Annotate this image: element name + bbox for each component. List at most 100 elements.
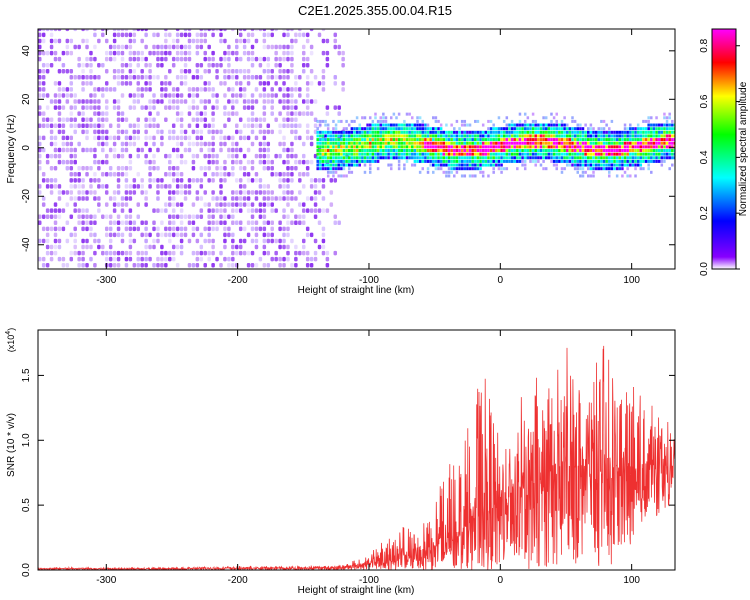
spectrogram-cell xyxy=(668,149,671,152)
spectrogram-cell xyxy=(223,232,227,238)
spectrogram-cell xyxy=(460,138,464,142)
spectrogram-cell xyxy=(156,165,160,171)
spectrogram-cell xyxy=(195,117,200,122)
spectrogram-cell xyxy=(199,44,204,50)
spectrogram-cell xyxy=(69,111,74,116)
snr-x-tick-label: 0 xyxy=(498,575,504,586)
spectrogram-cell xyxy=(460,141,464,145)
spectrogram-cell xyxy=(495,159,498,163)
spectrogram-cell xyxy=(324,156,327,160)
spectrogram-cell xyxy=(101,184,105,189)
spectrogram-cell xyxy=(531,145,535,149)
spectrogram-cell xyxy=(301,62,306,68)
spectrogram-cell xyxy=(510,123,514,127)
spectrogram-cell xyxy=(136,153,141,159)
spectrogram-cell xyxy=(325,38,330,44)
spectrogram-cell xyxy=(144,117,148,122)
spectrogram-cell xyxy=(89,244,93,250)
spectrogram-cell xyxy=(337,138,340,142)
spectrogram-cell xyxy=(374,134,377,138)
spectrogram-y-tick-label: 0 xyxy=(21,145,32,151)
spectrogram-cell xyxy=(101,244,105,250)
spectrogram-cell xyxy=(290,87,294,92)
spectrogram-cell xyxy=(355,159,359,163)
spectrogram-cell xyxy=(286,165,290,171)
spectrogram-cell xyxy=(552,156,556,160)
spectrogram-cell xyxy=(294,123,298,129)
spectrogram-cell xyxy=(587,141,590,145)
spectrogram-cell xyxy=(179,250,184,256)
spectrogram-cell xyxy=(445,141,448,145)
spectrogram-cell xyxy=(337,105,341,110)
spectrogram-cell xyxy=(458,149,461,152)
spectrogram-cell xyxy=(316,159,319,163)
spectrogram-cell xyxy=(171,56,176,62)
spectrogram-cell xyxy=(460,134,464,138)
spectrogram-cell xyxy=(53,208,58,213)
spectrogram-cell xyxy=(539,134,543,138)
spectrogram-cell xyxy=(128,159,133,165)
spectrogram-cell xyxy=(626,141,629,145)
spectrogram-cell xyxy=(179,178,184,183)
spectrogram-cell xyxy=(510,156,514,160)
spectrogram-cell xyxy=(350,163,354,167)
spectrogram-cell xyxy=(358,123,361,127)
spectrogram-cell xyxy=(258,75,263,80)
spectrogram-cell xyxy=(650,127,653,131)
spectrogram-cell xyxy=(195,44,200,50)
spectrogram-cell xyxy=(85,147,89,153)
spectrogram-cell xyxy=(634,156,637,160)
spectrogram-cell xyxy=(38,29,42,32)
spectrogram-cell xyxy=(358,156,361,160)
spectrogram-cell xyxy=(403,123,406,127)
spectrogram-cell xyxy=(266,75,271,80)
spectrogram-cell xyxy=(371,119,375,123)
spectrogram-y-tick-label: -40 xyxy=(21,237,32,252)
spectrogram-cell xyxy=(93,214,97,219)
spectrogram-cell xyxy=(337,159,340,163)
spectrogram-cell xyxy=(600,152,603,156)
spectrogram-cell xyxy=(93,178,97,183)
spectrogram-cell xyxy=(355,134,359,138)
spectrogram-cell xyxy=(655,152,658,156)
spectrogram-cell xyxy=(219,190,223,195)
spectrogram-cell xyxy=(366,141,369,145)
spectrogram-cell xyxy=(38,111,42,116)
spectrogram-cell xyxy=(223,81,227,86)
spectrogram-cell xyxy=(97,178,101,183)
spectrogram-cell xyxy=(389,152,393,156)
spectrogram-cell xyxy=(437,163,440,167)
spectrogram-cell xyxy=(513,127,516,131)
spectrogram-cell xyxy=(168,256,172,262)
spectrogram-cell xyxy=(374,123,377,127)
spectrogram-cell xyxy=(274,208,278,213)
spectrogram-cell xyxy=(411,152,414,156)
spectrogram-cell xyxy=(207,238,211,244)
spectrogram-cell xyxy=(120,238,125,244)
spectrogram-cell xyxy=(89,165,93,171)
spectrogram-cell xyxy=(481,145,485,149)
spectrogram-cell xyxy=(463,123,467,127)
spectrogram-cell xyxy=(250,165,255,171)
spectrogram-cell xyxy=(418,170,422,174)
spectrogram-cell xyxy=(81,190,85,195)
spectrogram-cell xyxy=(555,167,558,171)
spectrogram-cell xyxy=(160,256,164,262)
spectrogram-cell xyxy=(73,250,77,256)
spectrogram-cell xyxy=(85,244,89,250)
spectrogram-cell xyxy=(361,156,364,160)
spectrogram-cell xyxy=(405,130,409,134)
spectrogram-cell xyxy=(474,167,477,171)
spectrogram-cell xyxy=(363,159,367,163)
spectrogram-cell xyxy=(112,32,117,38)
spectrogram-cell xyxy=(128,50,133,56)
spectrogram-cell xyxy=(101,135,105,141)
spectrogram-cell xyxy=(298,214,302,219)
spectrogram-cell xyxy=(250,250,255,256)
spectrogram-cell xyxy=(615,167,619,171)
spectrogram-cell xyxy=(340,130,343,134)
spectrogram-cell xyxy=(502,152,506,156)
spectrogram-cell xyxy=(597,167,601,171)
spectrogram-cell xyxy=(187,141,192,147)
spectrogram-cell xyxy=(266,220,271,226)
